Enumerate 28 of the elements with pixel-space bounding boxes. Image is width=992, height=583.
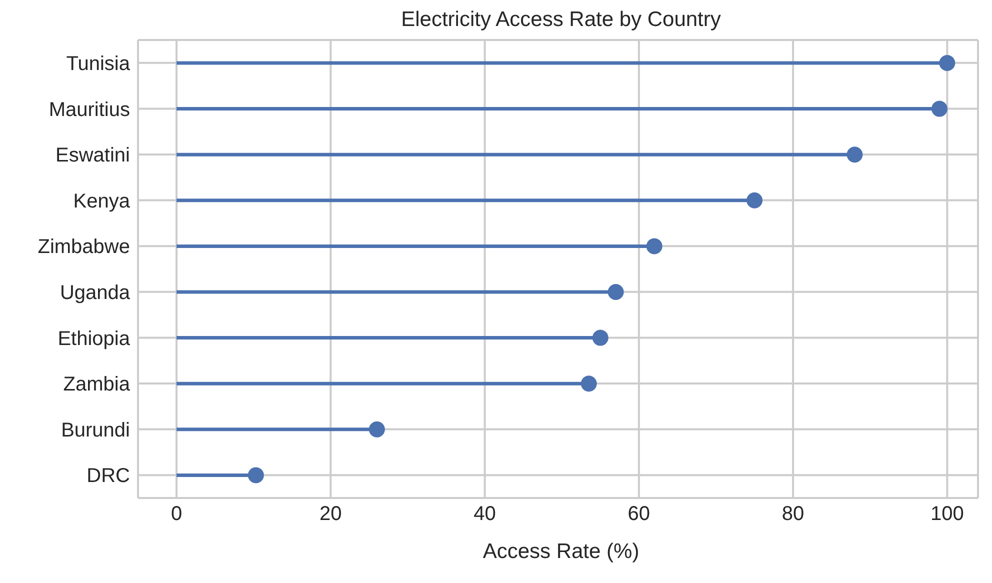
point [746,192,763,208]
point [939,55,956,71]
point [592,330,608,346]
point [846,146,863,163]
y-tick-label: Uganda [60,282,131,304]
point [368,421,385,438]
point [608,284,624,300]
point [931,100,948,117]
point [580,376,597,392]
x-tick-label: 20 [320,503,342,526]
x-tick-label: 80 [782,503,804,526]
y-tick-label: Burundi [61,419,130,442]
x-tick-label: 0 [170,503,182,526]
point [646,238,662,254]
x-axis-title: Access Rate (%) [482,540,640,564]
y-tick-label: Zambia [63,374,131,396]
y-tick-label: Tunisia [66,53,131,75]
y-tick-label: Ethiopia [58,328,131,350]
y-tick-label: Eswatini [56,144,130,167]
x-tick-label: 100 [930,503,964,526]
x-tick-label: 40 [474,503,496,526]
y-tick-label: Mauritius [48,98,130,121]
point [248,467,264,484]
y-tick-label: Kenya [73,190,131,212]
y-tick-label: DRC [86,465,130,488]
chart-title: Electricity Access Rate by Country [400,8,722,33]
y-tick-label: Zimbabwe [38,236,130,258]
x-tick-label: 60 [628,503,650,526]
